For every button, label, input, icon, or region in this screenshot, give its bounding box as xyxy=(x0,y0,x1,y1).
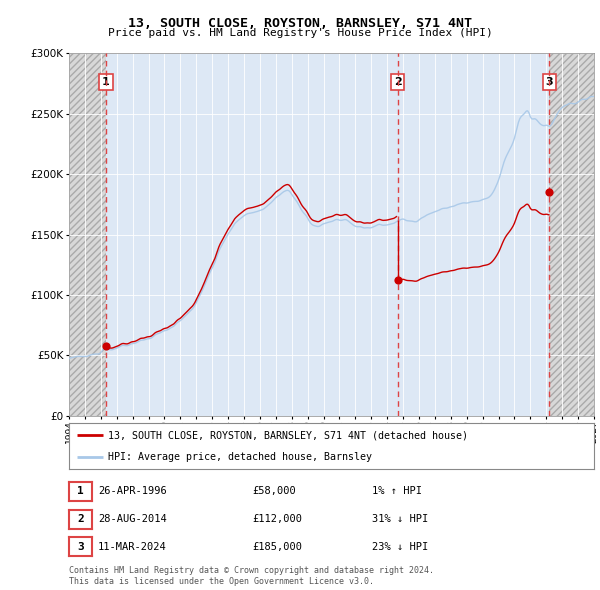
Point xyxy=(393,276,403,285)
Text: £185,000: £185,000 xyxy=(252,542,302,552)
Text: 2: 2 xyxy=(77,514,84,524)
Bar xyxy=(549,53,594,416)
Text: 26-APR-1996: 26-APR-1996 xyxy=(98,487,167,496)
Text: Price paid vs. HM Land Registry's House Price Index (HPI): Price paid vs. HM Land Registry's House … xyxy=(107,28,493,38)
Text: 23% ↓ HPI: 23% ↓ HPI xyxy=(372,542,428,552)
Text: 13, SOUTH CLOSE, ROYSTON, BARNSLEY, S71 4NT (detached house): 13, SOUTH CLOSE, ROYSTON, BARNSLEY, S71 … xyxy=(109,431,469,441)
Text: This data is licensed under the Open Government Licence v3.0.: This data is licensed under the Open Gov… xyxy=(69,577,374,586)
Text: 1: 1 xyxy=(77,487,84,496)
Text: 3: 3 xyxy=(77,542,84,552)
Text: 1% ↑ HPI: 1% ↑ HPI xyxy=(372,487,422,496)
Text: 2: 2 xyxy=(394,77,401,87)
Text: £58,000: £58,000 xyxy=(252,487,296,496)
Text: £112,000: £112,000 xyxy=(252,514,302,524)
Bar xyxy=(69,53,106,416)
Text: 11-MAR-2024: 11-MAR-2024 xyxy=(98,542,167,552)
Point xyxy=(101,341,111,350)
Text: Contains HM Land Registry data © Crown copyright and database right 2024.: Contains HM Land Registry data © Crown c… xyxy=(69,566,434,575)
Text: 13, SOUTH CLOSE, ROYSTON, BARNSLEY, S71 4NT: 13, SOUTH CLOSE, ROYSTON, BARNSLEY, S71 … xyxy=(128,17,472,30)
Text: 31% ↓ HPI: 31% ↓ HPI xyxy=(372,514,428,524)
Text: 1: 1 xyxy=(102,77,110,87)
Text: 3: 3 xyxy=(545,77,553,87)
Text: HPI: Average price, detached house, Barnsley: HPI: Average price, detached house, Barn… xyxy=(109,451,373,461)
Point xyxy=(544,188,554,197)
Text: 28-AUG-2014: 28-AUG-2014 xyxy=(98,514,167,524)
